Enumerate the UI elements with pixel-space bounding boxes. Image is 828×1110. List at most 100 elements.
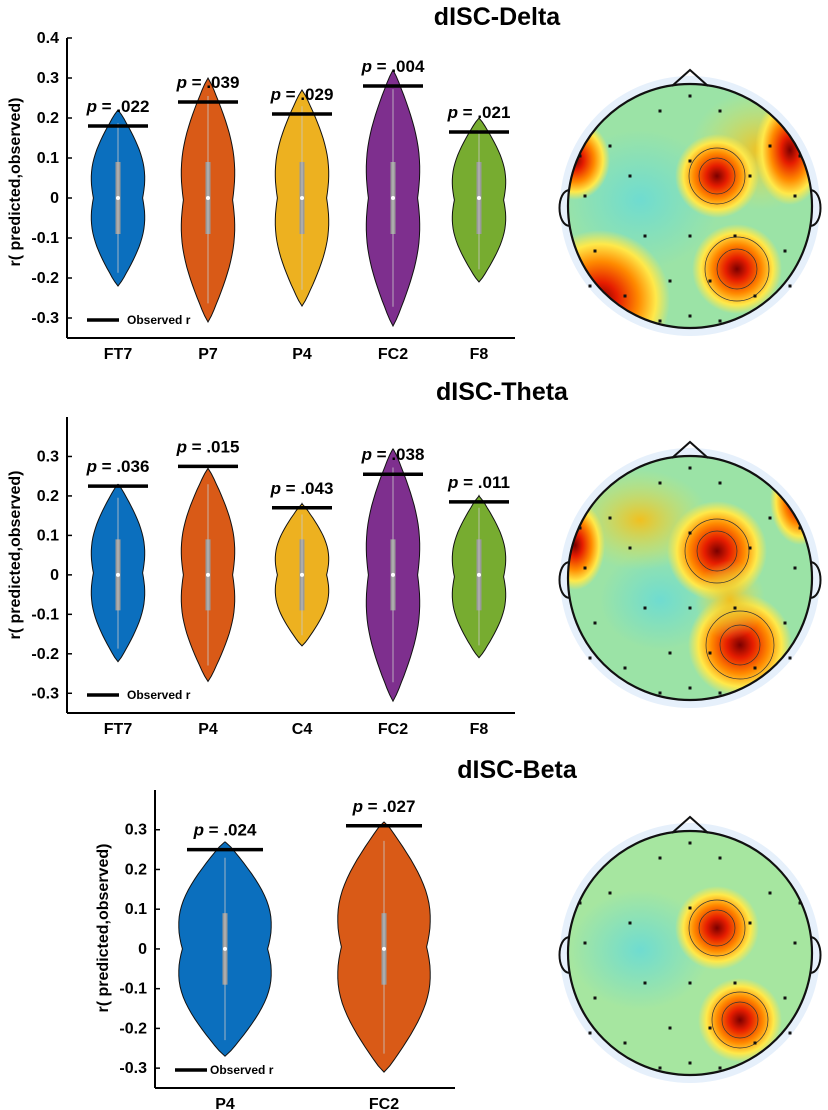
y-tick-label: 0 <box>50 567 59 584</box>
legend-label: Observed r <box>210 1063 274 1077</box>
p-value-label: p = .021 <box>447 103 511 122</box>
electrode <box>793 194 797 198</box>
electrode <box>668 651 672 655</box>
legend-label: Observed r <box>127 688 191 702</box>
electrode <box>688 234 692 238</box>
violin-median <box>391 572 395 577</box>
electrode <box>628 921 632 925</box>
electrode <box>718 319 722 323</box>
x-tick-label: P7 <box>198 346 218 363</box>
y-tick-label: 0.3 <box>37 70 59 87</box>
y-axis-label: r( predicted,observed) <box>7 471 24 640</box>
x-tick-label: P4 <box>292 346 312 363</box>
electrode <box>733 981 737 985</box>
electrode <box>768 891 772 895</box>
violin-median <box>223 946 227 951</box>
scalp-map-beta <box>558 815 822 1083</box>
electrode <box>628 174 632 178</box>
p-value-label: p = .038 <box>361 445 425 464</box>
electrode <box>788 284 792 288</box>
y-tick-label: 0 <box>50 190 59 207</box>
legend-label: Observed r <box>127 313 191 327</box>
y-tick-label: -0.1 <box>31 606 59 623</box>
violin-median <box>206 572 210 577</box>
y-tick-label: 0.1 <box>37 527 59 544</box>
y-tick-label: -0.2 <box>31 646 59 663</box>
electrode <box>688 466 692 470</box>
electrode <box>798 526 802 530</box>
electrode <box>583 941 587 945</box>
electrode <box>658 319 662 323</box>
electrode <box>788 1031 792 1035</box>
electrode <box>798 154 802 158</box>
x-tick-label: FT7 <box>104 721 133 738</box>
electrode <box>593 621 597 625</box>
p-value-label: p = .011 <box>447 473 510 492</box>
violin-marks: 0.3 0.2 0.1 0 -0.1 -0.2 -0.3 p = .036 FT7 p = .01… <box>31 417 515 738</box>
y-tick-label: -0.3 <box>31 310 59 327</box>
electrode <box>623 666 627 670</box>
electrode <box>718 481 722 485</box>
electrode <box>708 279 712 283</box>
y-tick-label: -0.3 <box>31 685 59 702</box>
electrode <box>688 981 692 985</box>
p-value-label: p = .027 <box>352 797 416 816</box>
y-tick-label: 0.2 <box>125 861 147 878</box>
electrode <box>583 194 587 198</box>
p-value-label: p = .043 <box>270 479 334 498</box>
electrode <box>748 546 752 550</box>
electrode <box>783 249 787 253</box>
y-tick-label: 0.4 <box>37 30 59 47</box>
p-value-label: p = .004 <box>361 57 425 76</box>
violin-median <box>391 196 395 200</box>
electrode <box>768 144 772 148</box>
electrode <box>718 109 722 113</box>
electrode <box>578 526 582 530</box>
y-tick-label: 0.2 <box>37 488 59 505</box>
x-tick-label: F8 <box>470 721 489 738</box>
y-tick-label: -0.3 <box>119 1060 147 1077</box>
electrode <box>588 284 592 288</box>
violin-median <box>206 196 210 200</box>
y-tick-label: 0.2 <box>37 110 59 127</box>
electrode <box>578 154 582 158</box>
p-value-label: p = .039 <box>176 73 240 92</box>
y-tick-label: 0 <box>138 941 147 958</box>
violin-median <box>477 572 481 577</box>
x-tick-label: F8 <box>470 346 489 363</box>
electrode <box>658 109 662 113</box>
electrode <box>688 159 692 163</box>
theta-panel: dISC-Theta r( predicted,observed) Observ… <box>7 378 569 738</box>
electrode <box>708 651 712 655</box>
scalp-map-delta <box>558 68 822 336</box>
electrode <box>593 996 597 1000</box>
x-tick-label: P4 <box>198 721 218 738</box>
electrode <box>753 666 757 670</box>
violin-median <box>477 196 481 200</box>
electrode <box>623 1041 627 1045</box>
electrode <box>748 174 752 178</box>
chart-title: dISC-Delta <box>434 3 562 31</box>
violin-median <box>300 196 304 200</box>
electrode <box>768 516 772 520</box>
electrode <box>793 566 797 570</box>
electrode <box>643 234 647 238</box>
electrode <box>643 606 647 610</box>
electrode <box>608 144 612 148</box>
x-tick-label: C4 <box>292 721 313 738</box>
electrode <box>608 516 612 520</box>
electrode <box>753 294 757 298</box>
electrode <box>753 1041 757 1045</box>
delta-panel: dISC-Delta r( predicted,observed) Observ… <box>7 3 561 363</box>
violin-median <box>116 572 120 577</box>
electrode <box>623 294 627 298</box>
violin-median <box>300 572 304 577</box>
violin-marks: 0.3 0.2 0.1 0 -0.1 -0.2 -0.3 p = .024 P4 p = .027… <box>119 790 455 1110</box>
electrode <box>658 856 662 860</box>
electrode <box>733 606 737 610</box>
x-tick-label: FC2 <box>369 1096 399 1110</box>
electrode <box>583 566 587 570</box>
electrode <box>688 841 692 845</box>
y-tick-label: 0.3 <box>37 448 59 465</box>
